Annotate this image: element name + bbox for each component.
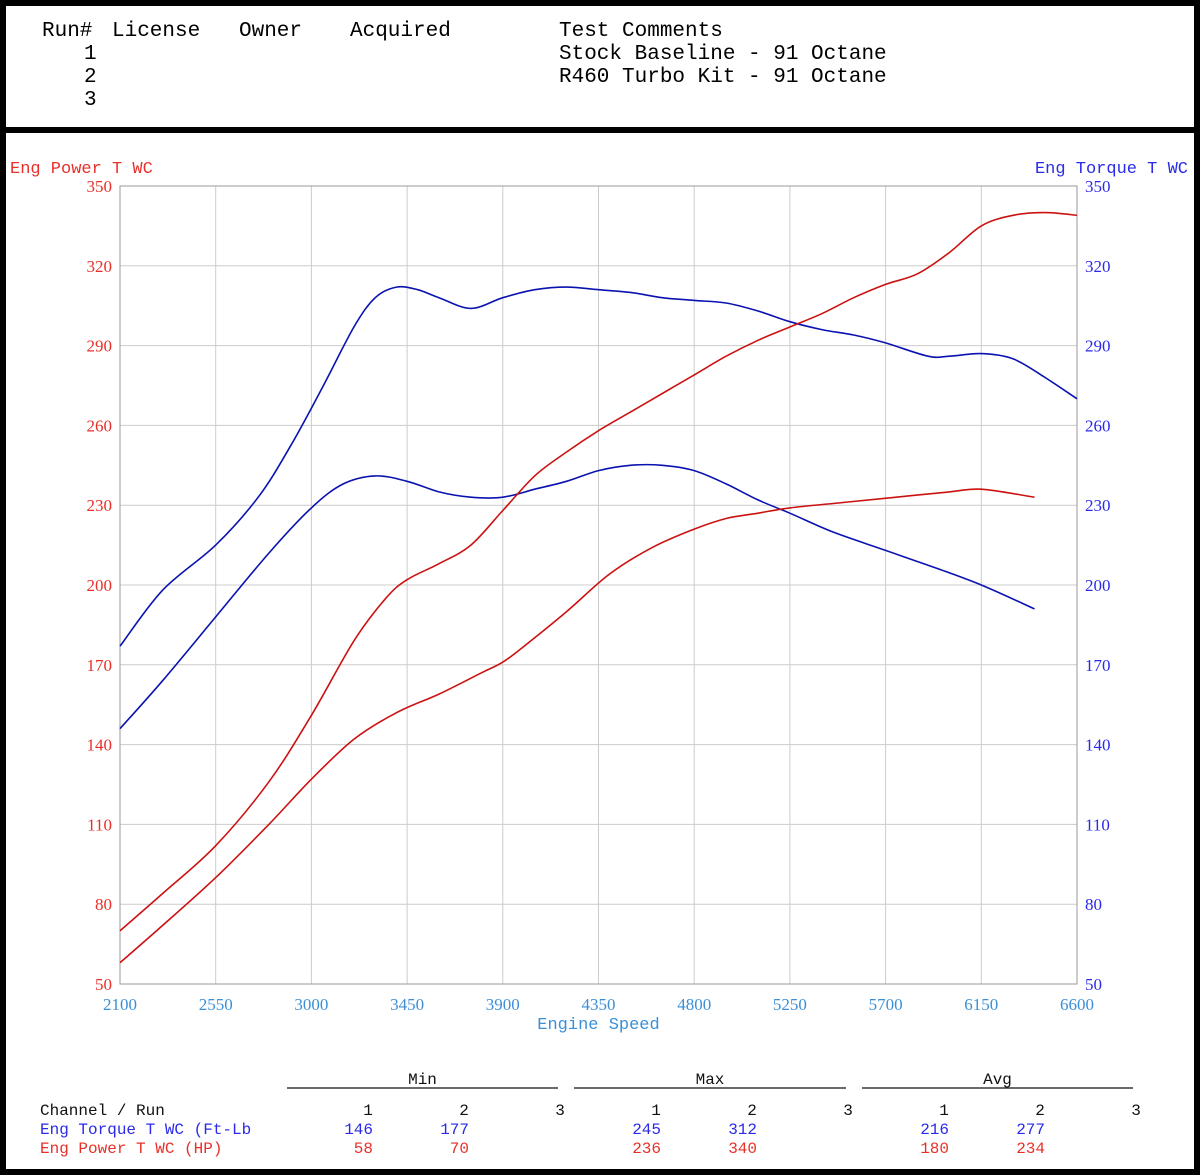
y-right-tick-label: 260	[1085, 416, 1111, 435]
x-tick-label: 2100	[103, 995, 137, 1014]
run-column-header: Run#	[42, 20, 93, 43]
grid-lines	[119, 185, 1078, 985]
summary-avg-value: 277	[1016, 1121, 1045, 1139]
y-left-axis-title: Eng Power T WC	[10, 160, 153, 179]
y-right-tick-label: 200	[1085, 576, 1111, 595]
summary-run-number: 1	[363, 1102, 373, 1120]
y-left-tick-label: 110	[87, 815, 112, 834]
x-tick-label: 3000	[294, 995, 328, 1014]
summary-run-number: 1	[651, 1102, 661, 1120]
summary-avg-header: Avg	[983, 1071, 1012, 1089]
summary-min-value: 58	[354, 1140, 373, 1158]
x-tick-label: 6600	[1060, 995, 1094, 1014]
x-tick-label: 4800	[677, 995, 711, 1014]
y-right-tick-label: 50	[1085, 975, 1102, 994]
summary-channel-run-label: Channel / Run	[40, 1102, 165, 1120]
summary-run-number: 1	[939, 1102, 949, 1120]
summary-max-value: 236	[632, 1140, 661, 1158]
torque-run-2-line	[119, 285, 1078, 647]
x-tick-label: 6150	[964, 995, 998, 1014]
summary-max-header: Max	[696, 1071, 725, 1089]
x-tick-label: 3450	[390, 995, 424, 1014]
y-right-tick-label: 230	[1085, 496, 1111, 515]
summary-max-value: 312	[728, 1121, 757, 1139]
x-tick-label: 5250	[773, 995, 807, 1014]
summary-channel-label: Eng Power T WC (HP)	[40, 1140, 222, 1158]
run-header-panel: Run# License Owner Acquired Test Comment…	[6, 6, 1194, 127]
summary-channel-label: Eng Torque T WC (Ft-Lb	[40, 1121, 251, 1139]
y-left-tick-label: 260	[87, 416, 113, 435]
y-left-tick-label: 230	[87, 496, 113, 515]
y-right-tick-label: 320	[1085, 257, 1111, 276]
summary-run-number: 2	[1035, 1102, 1045, 1120]
y-right-tick-label: 170	[1085, 656, 1111, 675]
summary-avg-value: 216	[920, 1121, 949, 1139]
summary-min-value: 177	[440, 1121, 469, 1139]
summary-avg-value: 180	[920, 1140, 949, 1158]
acquired-column-header: Acquired	[350, 20, 451, 43]
run-number-3: 3	[84, 89, 97, 112]
summary-avg-value: 234	[1016, 1140, 1045, 1158]
y-left-tick-label: 200	[87, 576, 113, 595]
summary-max-value: 340	[728, 1140, 757, 1158]
y-left-tick-label: 170	[87, 656, 113, 675]
power-run-2-line	[119, 211, 1078, 932]
y-right-tick-label: 290	[1085, 337, 1111, 356]
y-left-tick-label: 320	[87, 257, 113, 276]
summary-run-number: 3	[555, 1102, 565, 1120]
owner-column-header: Owner	[239, 20, 303, 43]
y-left-tick-label: 290	[87, 337, 113, 356]
series-lines	[119, 211, 1078, 964]
y-left-tick-label: 50	[95, 975, 112, 994]
y-left-tick-label: 80	[95, 895, 112, 914]
plot-frame	[119, 185, 1078, 985]
summary-run-number: 3	[843, 1102, 853, 1120]
x-tick-label: 3900	[486, 995, 520, 1014]
y-right-tick-label: 110	[1085, 815, 1110, 834]
x-tick-label: 5700	[869, 995, 903, 1014]
x-axis-title: Engine Speed	[537, 1016, 659, 1035]
torque-run-1-line	[119, 463, 1035, 730]
y-right-tick-label: 80	[1085, 895, 1102, 914]
summary-min-header: Min	[408, 1071, 437, 1089]
summary-min-value: 146	[344, 1121, 373, 1139]
y-right-axis-title: Eng Torque T WC	[1035, 160, 1188, 179]
y-right-tick-label: 350	[1085, 177, 1111, 196]
summary-run-number: 2	[747, 1102, 757, 1120]
dyno-chart-panel: 50 50 80 80 110 110 140 140 170 170 200 200 230 230 26…	[6, 133, 1194, 1169]
summary-run-number: 3	[1131, 1102, 1141, 1120]
license-column-header: License	[112, 20, 201, 43]
test-comments-column-header: Test Comments	[559, 20, 723, 43]
y-left-tick-label: 350	[87, 177, 113, 196]
power-run-1-line	[119, 488, 1035, 964]
run-number-1: 1	[84, 43, 97, 66]
axes: 50 50 80 80 110 110 140 140 170 170 200 200 230 230 26…	[10, 160, 1188, 1035]
run-comment-1: Stock Baseline - 91 Octane	[559, 43, 887, 66]
summary-run-number: 2	[459, 1102, 469, 1120]
run-comment-2: R460 Turbo Kit - 91 Octane	[559, 66, 887, 89]
x-tick-label: 4350	[582, 995, 616, 1014]
y-left-tick-label: 140	[87, 736, 113, 755]
y-right-tick-label: 140	[1085, 736, 1111, 755]
summary-min-value: 70	[450, 1140, 469, 1158]
summary-max-value: 245	[632, 1121, 661, 1139]
x-tick-label: 2550	[199, 995, 233, 1014]
run-number-2: 2	[84, 66, 97, 89]
